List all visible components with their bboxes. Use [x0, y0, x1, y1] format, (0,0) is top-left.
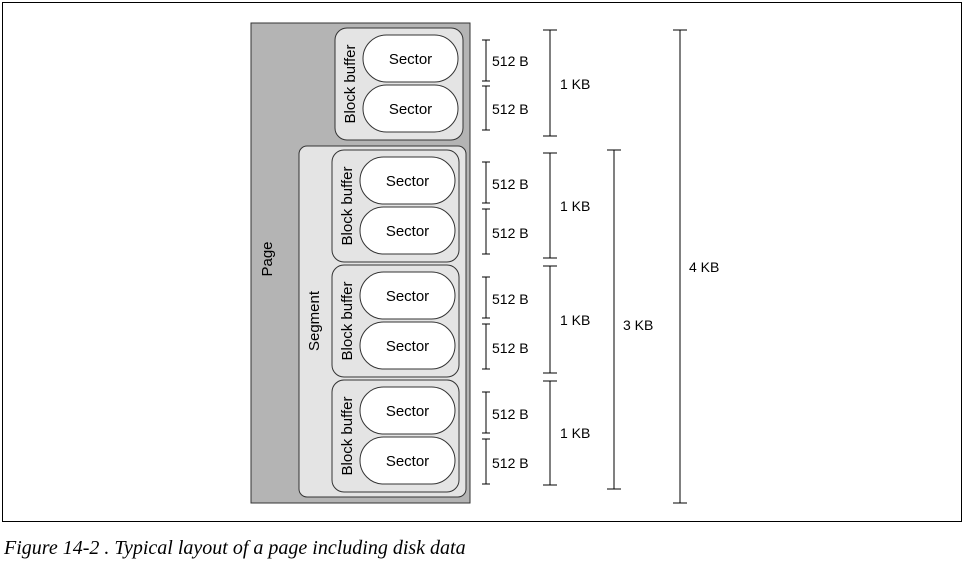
figure-caption: Figure 14-2 . Typical layout of a page i…	[4, 537, 466, 559]
sector-label: Sector	[386, 453, 429, 470]
block-buffer-label: Block buffer	[342, 45, 359, 124]
sector-size-label: 512 B	[492, 101, 529, 117]
sector-size-label: 512 B	[492, 455, 529, 471]
block-buffer-4: Block buffer Sector Sector	[331, 379, 460, 493]
sector-bracket	[482, 323, 490, 370]
sector-bracket	[482, 85, 490, 131]
segment-bracket	[607, 149, 621, 490]
page-bracket	[673, 29, 687, 504]
block-size-label: 1 KB	[560, 312, 590, 328]
sector-size-label: 512 B	[492, 340, 529, 356]
sector	[359, 156, 456, 205]
sector-size-label: 512 B	[492, 225, 529, 241]
sector	[359, 206, 456, 255]
sector-label: Sector	[386, 403, 429, 420]
sector-label: Sector	[389, 101, 432, 118]
sector-label: Sector	[386, 223, 429, 240]
sector-bracket	[482, 276, 490, 319]
sector	[359, 271, 456, 320]
sector-size-brackets	[482, 39, 490, 485]
sector	[359, 386, 456, 435]
sector-bracket	[482, 208, 490, 255]
block-buffer-label: Block buffer	[339, 167, 356, 246]
sector-bracket	[482, 438, 490, 485]
sector-label: Sector	[389, 51, 432, 68]
page-label: Page	[259, 241, 276, 276]
block-buffer-label: Block buffer	[339, 397, 356, 476]
sector-size-label: 512 B	[492, 53, 529, 69]
block-bracket	[543, 152, 557, 259]
sector-bracket	[482, 161, 490, 204]
sector-size-label: 512 B	[492, 176, 529, 192]
segment-size-label: 3 KB	[623, 317, 653, 333]
block-size-brackets	[543, 29, 557, 486]
sector-label: Sector	[386, 288, 429, 305]
block-size-label: 1 KB	[560, 425, 590, 441]
block-size-label: 1 KB	[560, 198, 590, 214]
sector-size-label: 512 B	[492, 291, 529, 307]
segment-label: Segment	[306, 290, 323, 351]
sector	[359, 321, 456, 370]
sector-bracket	[482, 39, 490, 82]
block-bracket	[543, 380, 557, 486]
block-buffer-3: Block buffer Sector Sector	[331, 264, 460, 378]
block-bracket	[543, 265, 557, 374]
figure-frame	[2, 2, 962, 522]
page-size-label: 4 KB	[689, 259, 719, 275]
sector-bracket	[482, 391, 490, 434]
block-buffer-2: Block buffer Sector Sector	[331, 149, 460, 263]
block-size-label: 1 KB	[560, 76, 590, 92]
sector	[362, 34, 459, 83]
sector	[362, 84, 459, 133]
block-buffer-1: Block buffer Sector Sector	[334, 27, 464, 141]
sector-label: Sector	[386, 173, 429, 190]
sector-size-label: 512 B	[492, 406, 529, 422]
sector-label: Sector	[386, 338, 429, 355]
block-buffer-label: Block buffer	[339, 282, 356, 361]
block-bracket	[543, 29, 557, 137]
sector	[359, 436, 456, 485]
